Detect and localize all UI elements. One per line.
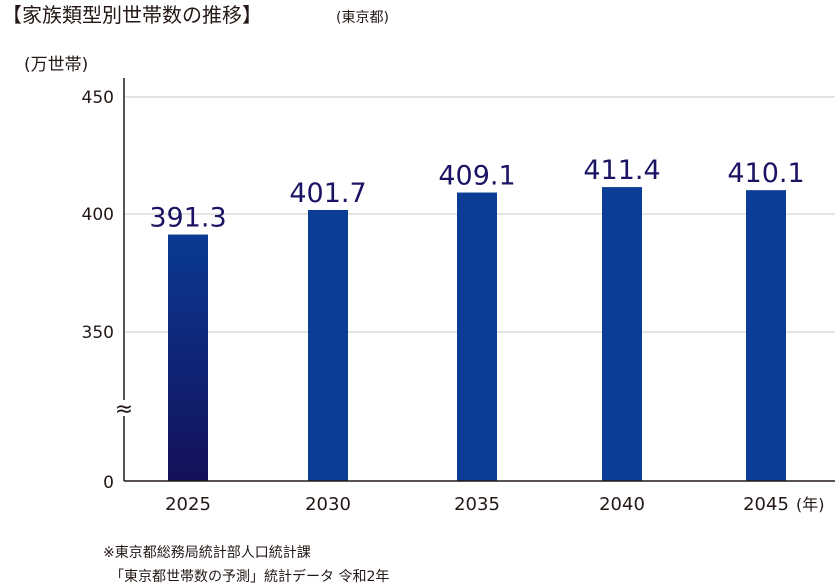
source-note-line-2: 「東京都世帯数の予測」統計データ 令和2年	[110, 568, 389, 585]
bar-2035	[457, 192, 497, 482]
bars	[168, 187, 786, 482]
bar-2025	[168, 234, 208, 481]
value-label-2035: 409.1	[438, 161, 515, 192]
axis-break-gap	[116, 400, 132, 416]
y-tick-label: 350	[82, 323, 114, 343]
bar-2040	[602, 187, 642, 481]
source-note-line-1: ※東京都総務局統計部人口統計課	[103, 545, 311, 561]
x-axis-unit-label: (年)	[796, 495, 825, 514]
value-label-2040: 411.4	[583, 155, 660, 186]
y-tick-labels: 0 350 400 450	[82, 88, 114, 493]
bar-2030	[308, 209, 348, 481]
value-label-2045: 410.1	[727, 158, 804, 189]
y-tick-label: 0	[103, 473, 114, 493]
axis-break-icon: ≈	[115, 397, 133, 422]
x-tick-labels: 2025 2030 2035 2040 2045	[165, 494, 789, 515]
y-axis-unit-label: (万世帯)	[24, 55, 88, 75]
y-tick-label: 450	[82, 88, 114, 108]
x-tick-label-2030: 2030	[305, 494, 351, 515]
value-labels: 391.3 401.7 409.1 411.4 410.1	[149, 155, 804, 233]
x-tick-label-2045: 2045	[743, 494, 789, 515]
x-tick-label-2025: 2025	[165, 494, 211, 515]
y-tick-label: 400	[82, 205, 114, 225]
value-label-2030: 401.7	[289, 178, 366, 209]
bar-2045	[746, 190, 786, 481]
x-tick-label-2040: 2040	[599, 494, 645, 515]
value-label-2025: 391.3	[149, 203, 226, 234]
x-tick-label-2035: 2035	[454, 494, 500, 515]
chart-title: 【家族類型別世帯数の推移】	[2, 3, 262, 27]
chart-title-note: (東京都)	[336, 10, 389, 26]
